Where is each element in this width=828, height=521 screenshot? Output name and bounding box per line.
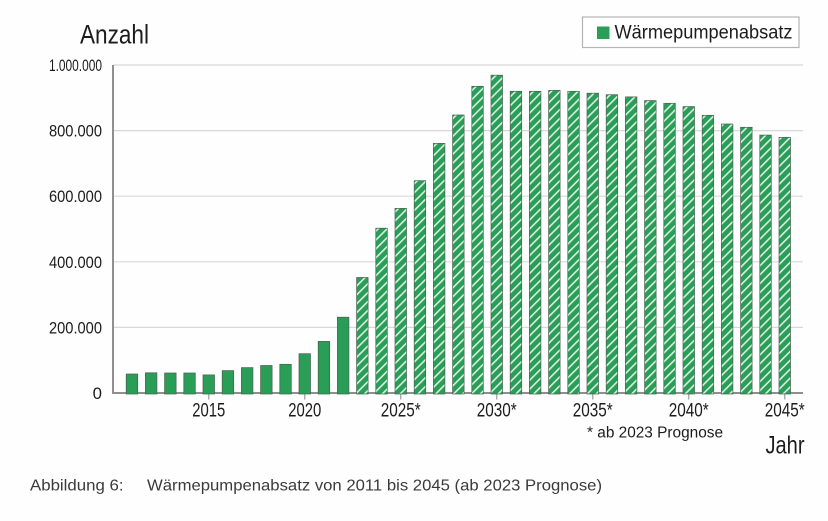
svg-text:1.000.000: 1.000.000 (49, 56, 102, 75)
svg-text:2015: 2015 (192, 400, 225, 422)
svg-text:600.000: 600.000 (49, 187, 102, 206)
svg-text:Abbildung 6:: Abbildung 6: (30, 478, 124, 495)
svg-text:2035*: 2035* (573, 400, 613, 422)
svg-text:2025*: 2025* (381, 400, 421, 422)
svg-text:2045*: 2045* (765, 400, 805, 422)
svg-text:Anzahl: Anzahl (80, 20, 149, 50)
svg-text:* ab 2023 Prognose: * ab 2023 Prognose (587, 425, 723, 442)
svg-text:0: 0 (93, 384, 102, 403)
svg-text:2030*: 2030* (477, 400, 517, 422)
svg-text:Wärmepumpenabsatz von 2011 bis: Wärmepumpenabsatz von 2011 bis 2045 (ab … (147, 478, 602, 495)
svg-text:2020: 2020 (288, 400, 321, 422)
svg-text:800.000: 800.000 (49, 122, 102, 141)
svg-text:2040*: 2040* (669, 400, 709, 422)
svg-text:Jahr: Jahr (766, 432, 805, 460)
svg-text:Wärmepumpenabsatz: Wärmepumpenabsatz (615, 23, 793, 44)
svg-text:400.000: 400.000 (49, 253, 102, 272)
svg-text:200.000: 200.000 (49, 318, 102, 337)
